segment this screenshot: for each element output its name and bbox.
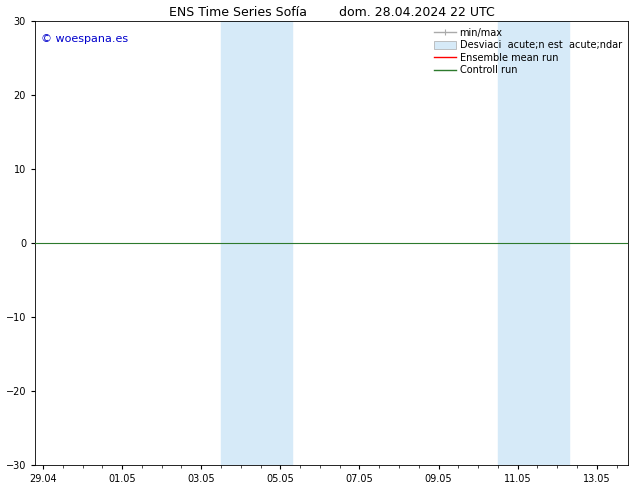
Bar — [221, 21, 292, 465]
Bar — [498, 21, 569, 465]
Text: © woespana.es: © woespana.es — [41, 34, 128, 45]
Legend: min/max, Desviaci  acute;n est  acute;ndar, Ensemble mean run, Controll run: min/max, Desviaci acute;n est acute;ndar… — [432, 26, 624, 77]
Title: ENS Time Series Sofía        dom. 28.04.2024 22 UTC: ENS Time Series Sofía dom. 28.04.2024 22… — [169, 5, 495, 19]
